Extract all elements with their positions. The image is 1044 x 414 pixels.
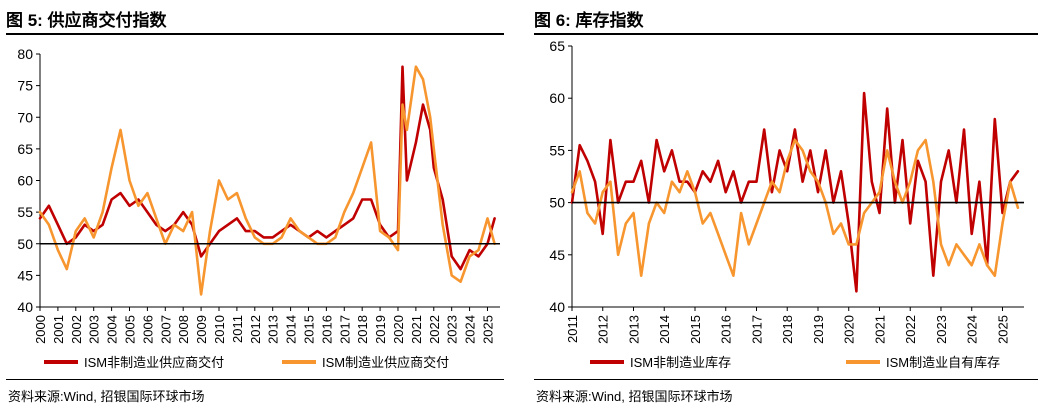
y-tick-label: 60: [17, 173, 33, 189]
x-tick-label: 2014: [657, 315, 672, 344]
figure-6-title: 图 6: 库存指数: [534, 11, 644, 30]
x-tick-label: 2007: [158, 315, 173, 344]
x-tick-label: 2002: [69, 315, 84, 344]
x-tick-label: 2017: [749, 315, 764, 344]
y-tick-label: 80: [17, 46, 33, 62]
legend-label: ISM制造业供应商交付: [322, 355, 449, 370]
figure-6-source: 资料来源:Wind, 招银国际环球市场: [536, 389, 733, 404]
figure-5-source-rule: [6, 379, 504, 380]
x-tick-label: 2013: [626, 315, 641, 344]
x-tick-label: 2020: [842, 315, 857, 344]
y-tick-label: 50: [549, 195, 565, 211]
figure-5-title-rule: [6, 33, 504, 35]
legend-label: ISM非制造业供应商交付: [84, 355, 224, 370]
x-tick-label: 2004: [105, 315, 120, 344]
x-tick-label: 2019: [373, 315, 388, 344]
series-line-2: [38, 65, 496, 296]
x-tick-label: 2017: [337, 315, 352, 344]
y-tick-label: 60: [549, 90, 565, 106]
x-tick-label: 2005: [122, 315, 137, 344]
x-tick-label: 2023: [934, 315, 949, 344]
y-tick-label: 40: [549, 299, 565, 315]
x-tick-label: 2015: [688, 315, 703, 344]
x-tick-label: 2000: [33, 315, 48, 344]
figure-6-title-rule: [534, 33, 1038, 35]
y-tick-label: 70: [17, 109, 33, 125]
x-tick-label: 2023: [445, 315, 460, 344]
y-tick-label: 45: [549, 247, 565, 263]
series-line-1: [38, 65, 496, 271]
y-tick-label: 65: [549, 38, 565, 54]
x-tick-label: 2021: [409, 315, 424, 344]
series-line-2: [570, 138, 1020, 277]
x-tick-label: 2022: [427, 315, 442, 344]
x-tick-label: 2010: [212, 315, 227, 344]
x-tick-label: 2012: [596, 315, 611, 344]
series-line-1: [570, 91, 1020, 293]
x-tick-label: 2006: [140, 315, 155, 344]
x-tick-label: 2019: [811, 315, 826, 344]
figure-5-source: 资料来源:Wind, 招银国际环球市场: [8, 389, 205, 404]
x-tick-label: 2001: [51, 315, 66, 344]
x-tick-label: 2015: [301, 315, 316, 344]
y-tick-label: 50: [17, 236, 33, 252]
x-tick-label: 2016: [719, 315, 734, 344]
x-tick-label: 2024: [965, 315, 980, 344]
x-tick-label: 2011: [565, 315, 580, 343]
x-tick-label: 2018: [355, 315, 370, 344]
figure-5-title: 图 5: 供应商交付指数: [6, 11, 167, 30]
x-tick-label: 2003: [87, 315, 102, 344]
x-tick-label: 2008: [176, 315, 191, 344]
inventory-chart: 40 45 50 55 60 65 2011 2012 2013 2014 2015 2016 2017…: [549, 38, 1024, 370]
y-tick-label: 55: [549, 142, 565, 158]
x-tick-label: 2022: [903, 315, 918, 344]
x-tick-label: 2020: [391, 315, 406, 344]
y-tick-label: 45: [17, 267, 33, 283]
y-tick-label: 65: [17, 141, 33, 157]
x-tick-label: 2016: [319, 315, 334, 344]
x-tick-label: 2021: [872, 315, 887, 344]
x-tick-label: 2024: [463, 315, 478, 344]
x-tick-label: 2011: [230, 315, 245, 343]
legend-label: ISM制造业自有库存: [886, 355, 1000, 370]
y-tick-label: 40: [17, 299, 33, 315]
legend-label: ISM非制造业库存: [630, 355, 731, 370]
x-tick-label: 2009: [194, 315, 209, 344]
x-tick-label: 2013: [266, 315, 281, 344]
x-tick-label: 2025: [480, 315, 495, 344]
x-tick-label: 2012: [248, 315, 263, 344]
figure-6-source-rule: [534, 379, 1038, 380]
y-tick-label: 55: [17, 204, 33, 220]
x-tick-label: 2025: [995, 315, 1010, 344]
x-tick-label: 2018: [780, 315, 795, 344]
y-tick-label: 75: [17, 78, 33, 94]
x-tick-label: 2014: [284, 315, 299, 344]
